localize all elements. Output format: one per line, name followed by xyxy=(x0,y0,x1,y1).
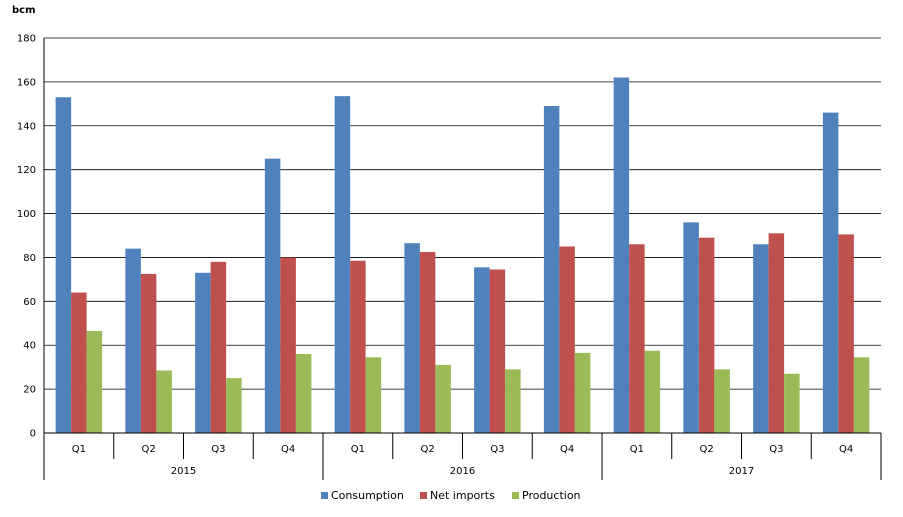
bar-consumption xyxy=(125,248,141,433)
bar-net-imports xyxy=(280,257,296,433)
bar-net-imports xyxy=(71,292,87,433)
legend-label: Net imports xyxy=(430,489,495,502)
bar-net-imports xyxy=(629,244,645,433)
bar-production xyxy=(156,370,172,433)
x-tick-label: Q4 xyxy=(560,444,574,455)
legend-swatch xyxy=(321,492,328,499)
y-tick-label: 180 xyxy=(17,34,36,45)
bar-net-imports xyxy=(489,269,506,433)
bar-consumption xyxy=(753,244,769,433)
axes: 0 20 40 60 80 100 120 140 160 180 Q1 Q2 Q3 Q4 Q1 Q2 Q3 Q4… xyxy=(17,34,882,480)
bar-consumption xyxy=(474,267,490,433)
x-tick-label: Q2 xyxy=(421,444,435,455)
bar-consumption xyxy=(613,77,630,433)
x-tick-label: Q2 xyxy=(700,444,714,455)
bar-net-imports xyxy=(419,251,436,433)
legend: Consumption Net imports Production xyxy=(321,489,581,502)
x-tick-label: Q3 xyxy=(490,444,504,455)
y-tick-label: 20 xyxy=(23,385,36,396)
bar-net-imports xyxy=(350,260,366,433)
y-axis-unit-label: bcm xyxy=(12,5,36,16)
bar-production xyxy=(574,352,591,433)
legend-label: Consumption xyxy=(331,489,404,502)
bar-consumption xyxy=(195,272,211,433)
bar-production xyxy=(226,378,242,433)
x-group-label: 2016 xyxy=(450,466,475,477)
bar-production xyxy=(644,350,661,433)
y-tick-label: 140 xyxy=(17,121,36,132)
legend-swatch xyxy=(420,492,427,499)
bar-net-imports xyxy=(838,234,854,433)
bar-production xyxy=(295,354,312,433)
x-tick-label: Q4 xyxy=(839,444,853,455)
y-tick-label: 80 xyxy=(23,253,36,264)
bar-consumption xyxy=(334,96,351,434)
bars xyxy=(55,77,870,434)
y-tick-label: 100 xyxy=(17,209,36,220)
bar-consumption xyxy=(264,158,281,433)
bar-consumption xyxy=(55,97,72,433)
x-tick-label: Q3 xyxy=(769,444,783,455)
gridlines xyxy=(44,37,881,390)
y-tick-label: 40 xyxy=(23,341,36,352)
legend-label: Production xyxy=(522,489,581,502)
bar-production xyxy=(435,364,451,433)
x-tick-label: Q1 xyxy=(72,444,86,455)
x-tick-label: Q1 xyxy=(630,444,644,455)
y-tick-label: 120 xyxy=(17,165,36,176)
bar-production xyxy=(714,369,730,433)
x-tick-label: Q1 xyxy=(351,444,365,455)
bar-net-imports xyxy=(559,246,575,433)
bar-production xyxy=(505,369,521,433)
legend-swatch xyxy=(512,492,519,499)
bar-consumption xyxy=(683,222,699,433)
y-tick-label: 0 xyxy=(30,429,36,440)
bar-consumption xyxy=(543,106,560,434)
bar-net-imports xyxy=(698,237,715,433)
y-tick-label: 60 xyxy=(23,297,36,308)
bar-consumption xyxy=(404,243,420,433)
x-tick-label: Q4 xyxy=(281,444,295,455)
bar-production xyxy=(86,330,103,433)
x-group-label: 2017 xyxy=(729,466,754,477)
bar-net-imports xyxy=(210,261,227,433)
x-tick-label: Q3 xyxy=(211,444,225,455)
bar-production xyxy=(784,373,800,433)
x-group-label: 2015 xyxy=(171,466,196,477)
bar-consumption xyxy=(822,112,839,433)
y-tick-label: 160 xyxy=(17,77,36,88)
bar-production xyxy=(365,357,382,433)
x-tick-label: Q2 xyxy=(142,444,156,455)
bar-production xyxy=(853,357,870,433)
bar-net-imports xyxy=(140,273,157,433)
bar-net-imports xyxy=(768,233,785,433)
